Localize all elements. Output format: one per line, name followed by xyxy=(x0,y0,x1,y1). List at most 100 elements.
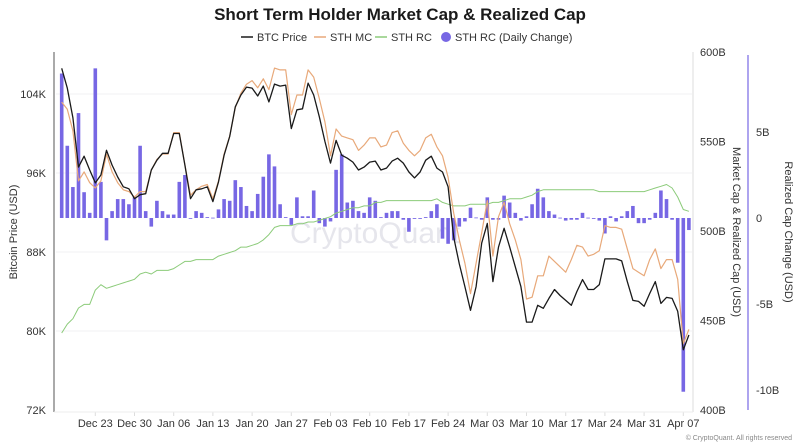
y-left-tick-label: 88K xyxy=(26,247,46,259)
x-tick-label: Dec 30 xyxy=(117,418,152,430)
daily-change-bar xyxy=(127,204,131,218)
y-right-axis-title: Market Cap & Realized Cap (USD) xyxy=(730,147,742,317)
daily-change-bar xyxy=(563,218,568,221)
daily-change-bar xyxy=(199,212,204,218)
legend-label-sth-mc: STH MC xyxy=(330,32,372,44)
daily-change-bar xyxy=(384,212,389,218)
x-tick-label: Mar 03 xyxy=(470,418,504,430)
x-tick-label: Jan 27 xyxy=(275,418,308,430)
daily-change-bar xyxy=(362,212,366,218)
y-right-tick-label: 400B xyxy=(700,405,726,417)
daily-change-bar xyxy=(681,218,686,392)
daily-change-bar xyxy=(334,169,338,218)
daily-change-bar xyxy=(166,214,170,218)
daily-change-bar xyxy=(636,218,641,224)
daily-change-bar xyxy=(479,218,484,220)
y-right2-tick-label: -10B xyxy=(756,385,779,397)
legend-item-btc-price[interactable]: BTC Price xyxy=(241,32,307,44)
x-tick-label: Mar 10 xyxy=(509,418,543,430)
daily-change-bar xyxy=(143,211,148,218)
daily-change-bar xyxy=(687,218,691,231)
daily-change-bar xyxy=(407,218,411,232)
daily-change-bar xyxy=(580,212,585,218)
daily-change-bar xyxy=(491,218,495,220)
daily-change-bar xyxy=(222,199,226,218)
daily-change-bar xyxy=(412,218,417,219)
daily-change-bar xyxy=(328,218,333,222)
y-right2-axis-title: Realized Cap Change (USD) xyxy=(782,161,794,302)
daily-change-bar xyxy=(261,176,266,218)
sth-rc-line xyxy=(61,184,690,334)
daily-change-bar xyxy=(289,218,294,225)
daily-change-bar xyxy=(339,154,344,218)
legend-item-sth-mc[interactable]: STH MC xyxy=(314,32,372,44)
y-right-tick-label: 600B xyxy=(700,47,726,59)
daily-change-bar xyxy=(71,187,75,218)
daily-change-bar xyxy=(647,218,652,220)
daily-change-bar xyxy=(239,187,243,218)
daily-change-bar xyxy=(401,218,406,220)
daily-change-bar xyxy=(591,218,596,219)
series-lines xyxy=(61,67,690,351)
x-tick-label: Jan 20 xyxy=(236,418,269,430)
daily-change-bar xyxy=(155,200,159,218)
x-tick-label: Feb 24 xyxy=(431,418,465,430)
daily-change-bar xyxy=(138,145,142,218)
y-right-tick-label: 450B xyxy=(700,316,726,328)
daily-change-bar xyxy=(507,202,512,218)
daily-change-bar xyxy=(211,217,215,219)
daily-change-bar xyxy=(367,197,372,218)
y-left-axis-title: Bitcoin Price (USD) xyxy=(8,185,20,280)
daily-change-bar xyxy=(345,202,350,218)
tick-labels: 104K 96K 88K 80K 72K 600B 550B 500B 450B 400B 5B 0 -… xyxy=(20,47,779,430)
daily-change-bar xyxy=(323,218,327,227)
daily-change-bar xyxy=(160,211,165,218)
legend-item-sth-rc[interactable]: STH RC xyxy=(375,32,432,44)
daily-change-bar xyxy=(597,218,602,221)
daily-change-bar xyxy=(99,181,103,218)
x-tick-label: Mar 17 xyxy=(549,418,583,430)
y-left-tick-label: 104K xyxy=(20,89,46,101)
daily-change-bar xyxy=(547,211,551,218)
daily-change-bar xyxy=(474,217,478,219)
daily-change-bar xyxy=(446,218,450,244)
daily-change-bar xyxy=(468,207,473,218)
btc-price-line xyxy=(61,68,690,351)
daily-change-bar xyxy=(642,218,646,224)
y-left-tick-label: 80K xyxy=(26,326,46,338)
daily-change-bar xyxy=(283,217,288,218)
daily-change-bar xyxy=(535,188,540,218)
x-tick-label: Jan 13 xyxy=(196,418,229,430)
daily-change-bar xyxy=(171,214,176,218)
daily-change-bar xyxy=(569,218,574,220)
daily-change-bar xyxy=(524,216,529,218)
daily-change-bar xyxy=(93,68,98,218)
chart-title: Short Term Holder Market Cap & Realized … xyxy=(214,5,586,24)
y-right2-tick-label: -5B xyxy=(756,299,773,311)
daily-change-bar xyxy=(659,190,663,218)
daily-change-bar xyxy=(513,212,518,218)
x-tick-label: Mar 31 xyxy=(627,418,661,430)
legend-item-sth-rc-daily-change[interactable]: STH RC (Daily Change) xyxy=(441,32,572,44)
daily-change-bar xyxy=(619,216,624,218)
daily-change-bar xyxy=(351,200,355,218)
daily-change-bar xyxy=(418,218,422,219)
daily-change-bar xyxy=(675,218,680,263)
daily-change-bar xyxy=(625,211,630,218)
daily-change-bar xyxy=(390,211,394,218)
daily-change-bar xyxy=(451,218,456,241)
daily-change-bar xyxy=(250,211,254,218)
daily-change-bar xyxy=(65,145,70,218)
legend-label-sth-rc-daily-change: STH RC (Daily Change) xyxy=(455,32,572,44)
daily-change-bar xyxy=(132,197,137,218)
daily-change-bar xyxy=(227,200,232,218)
daily-change-bar xyxy=(87,212,92,218)
daily-change-bar xyxy=(59,73,64,219)
y-right2-tick-label: 5B xyxy=(756,127,769,139)
daily-change-bar xyxy=(423,217,428,218)
gridlines xyxy=(56,93,692,416)
daily-change-bar xyxy=(519,218,523,221)
daily-change-bar xyxy=(255,193,260,218)
daily-change-bar xyxy=(429,211,434,218)
